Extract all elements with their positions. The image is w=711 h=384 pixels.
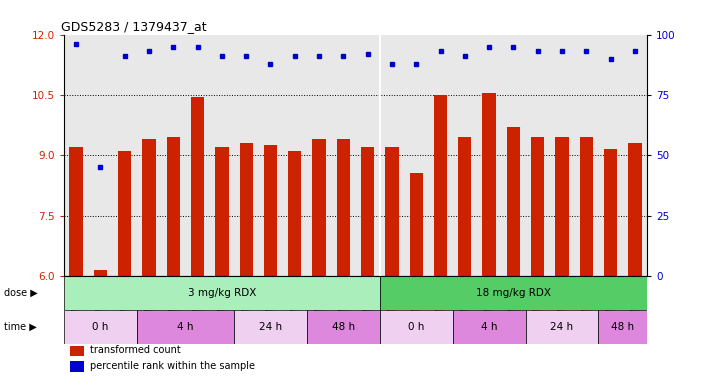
- Bar: [70, 361, 85, 372]
- Bar: [307, 310, 380, 344]
- Text: 4 h: 4 h: [177, 322, 193, 332]
- Bar: [64, 276, 380, 310]
- Bar: [142, 139, 156, 276]
- Bar: [531, 137, 545, 276]
- Text: 0 h: 0 h: [92, 322, 109, 332]
- Bar: [240, 143, 253, 276]
- Text: 48 h: 48 h: [611, 322, 634, 332]
- Bar: [137, 310, 234, 344]
- Bar: [579, 137, 593, 276]
- Bar: [337, 139, 350, 276]
- Bar: [288, 151, 301, 276]
- Bar: [94, 270, 107, 276]
- Text: 3 mg/kg RDX: 3 mg/kg RDX: [188, 288, 256, 298]
- Bar: [191, 97, 204, 276]
- Bar: [458, 137, 471, 276]
- Bar: [70, 147, 82, 276]
- Text: dose ▶: dose ▶: [4, 288, 37, 298]
- Bar: [70, 346, 85, 356]
- Text: 4 h: 4 h: [481, 322, 498, 332]
- Bar: [453, 310, 525, 344]
- Bar: [599, 310, 647, 344]
- Bar: [385, 147, 399, 276]
- Text: 0 h: 0 h: [408, 322, 424, 332]
- Bar: [555, 137, 569, 276]
- Text: GDS5283 / 1379437_at: GDS5283 / 1379437_at: [61, 20, 207, 33]
- Bar: [234, 310, 307, 344]
- Text: transformed count: transformed count: [90, 346, 181, 356]
- Text: 24 h: 24 h: [259, 322, 282, 332]
- Text: time ▶: time ▶: [4, 322, 36, 332]
- Text: 24 h: 24 h: [550, 322, 574, 332]
- Bar: [434, 95, 447, 276]
- Text: 48 h: 48 h: [332, 322, 355, 332]
- Bar: [604, 149, 617, 276]
- Bar: [483, 93, 496, 276]
- Bar: [507, 127, 520, 276]
- Bar: [380, 310, 453, 344]
- Bar: [410, 173, 423, 276]
- Bar: [312, 139, 326, 276]
- Bar: [525, 310, 599, 344]
- Bar: [64, 310, 137, 344]
- Bar: [118, 151, 132, 276]
- Bar: [629, 143, 641, 276]
- Bar: [361, 147, 374, 276]
- Text: percentile rank within the sample: percentile rank within the sample: [90, 361, 255, 371]
- Bar: [264, 145, 277, 276]
- Text: 18 mg/kg RDX: 18 mg/kg RDX: [476, 288, 551, 298]
- Bar: [380, 276, 647, 310]
- Bar: [215, 147, 228, 276]
- Bar: [166, 137, 180, 276]
